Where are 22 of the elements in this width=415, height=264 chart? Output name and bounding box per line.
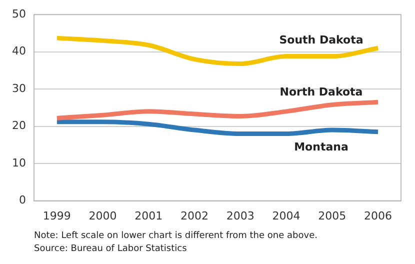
line-series (54, 100, 380, 120)
x-tick-label: 2005 (318, 209, 346, 222)
y-tick-label: 0 (18, 194, 26, 207)
line-series (54, 36, 380, 66)
y-tick-label: 50 (12, 7, 26, 20)
x-tick-label: 2001 (134, 209, 163, 222)
series-label: North Dakota (280, 85, 363, 98)
x-tick-label: 2000 (88, 209, 117, 222)
x-tick-label: 2004 (272, 209, 300, 222)
y-tick-label: 20 (12, 119, 26, 132)
y-tick-label: 10 (12, 156, 26, 170)
x-tick-label: 2006 (364, 209, 392, 222)
text: Note: Left scale on lower chart is different from the one above. (34, 230, 318, 243)
source-note: Source: Bureau of Labor Statistics (34, 243, 188, 256)
line-series (54, 120, 380, 136)
x-tick-label: 2002 (180, 209, 209, 222)
y-tick-label: 40 (12, 44, 26, 58)
series-label: South Dakota (279, 34, 364, 47)
x-tick-label: 2003 (226, 209, 254, 222)
y-tick-label: 30 (12, 82, 26, 95)
x-tick-label: 1999 (42, 209, 71, 222)
series-label: Montana (294, 140, 348, 154)
